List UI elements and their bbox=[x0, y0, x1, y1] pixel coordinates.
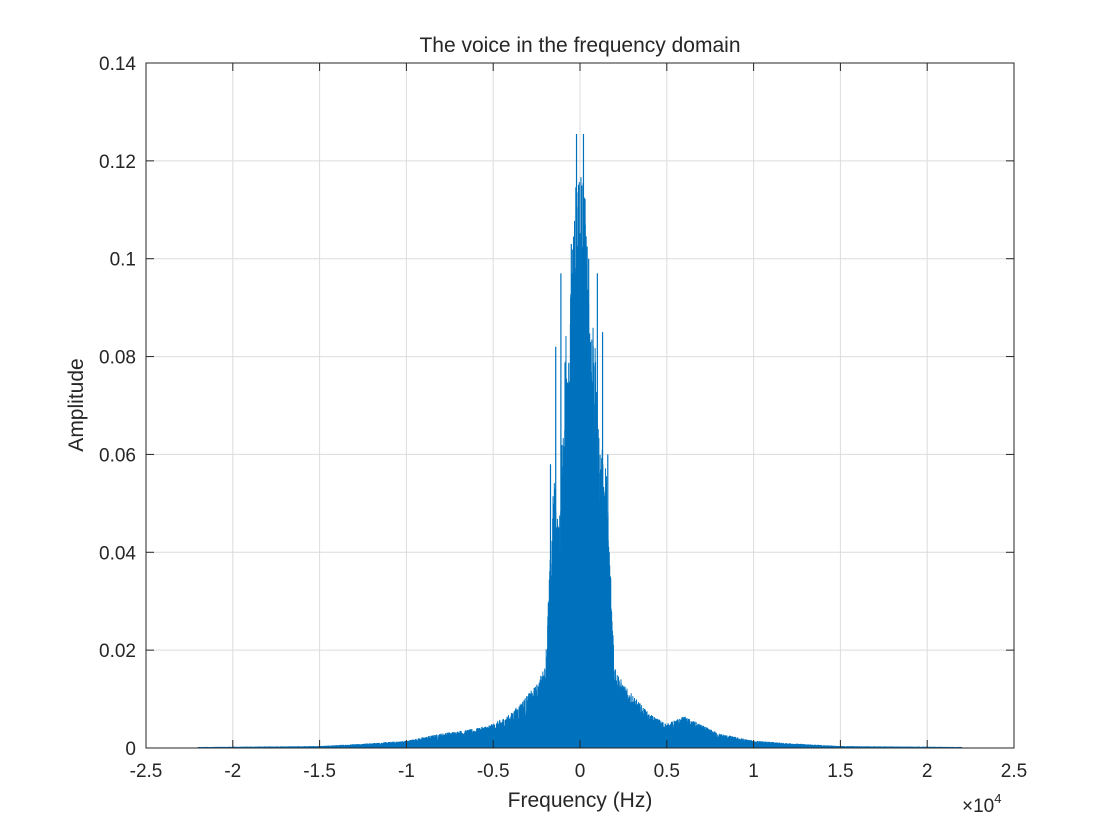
x-tick-label: -1 bbox=[398, 761, 415, 782]
x-axis-exponent-multiplier: ×104 bbox=[962, 791, 1001, 817]
x-axis-exponent: 4 bbox=[994, 791, 1001, 806]
x-tick-label: 1.5 bbox=[827, 761, 853, 782]
spectrum-peaks bbox=[549, 133, 609, 748]
x-tick-label: 2.5 bbox=[1001, 761, 1027, 782]
y-tick-label: 0.06 bbox=[99, 445, 136, 466]
y-tick-label: 0.04 bbox=[99, 543, 136, 564]
x-tick-label: 2 bbox=[922, 761, 933, 782]
x-tick-label: -0.5 bbox=[477, 761, 510, 782]
x-tick-label: -2.5 bbox=[130, 761, 163, 782]
x-tick-label: -2 bbox=[224, 761, 241, 782]
axis-ticks: -2.5 -2 -1.5 -1 -0.5 0 0.5 1 1.5 2 2.5 0 0.02 0.04 0.0… bbox=[99, 54, 1027, 782]
x-tick-label: 0.5 bbox=[654, 761, 680, 782]
y-tick-label: 0.12 bbox=[99, 152, 136, 173]
x-tick-label: 1 bbox=[748, 761, 759, 782]
y-axis-label: Amplitude bbox=[65, 358, 88, 451]
x-axis-label: Frequency (Hz) bbox=[508, 789, 653, 812]
y-tick-label: 0.1 bbox=[110, 250, 136, 271]
y-tick-label: 0.02 bbox=[99, 641, 136, 662]
y-tick-label: 0 bbox=[125, 739, 136, 760]
x-tick-label: -1.5 bbox=[303, 761, 336, 782]
x-tick-label: 0 bbox=[575, 761, 586, 782]
y-tick-label: 0.14 bbox=[99, 54, 136, 75]
spectrum-line bbox=[197, 177, 963, 749]
chart-title: The voice in the frequency domain bbox=[419, 34, 740, 57]
y-tick-label: 0.08 bbox=[99, 348, 136, 369]
